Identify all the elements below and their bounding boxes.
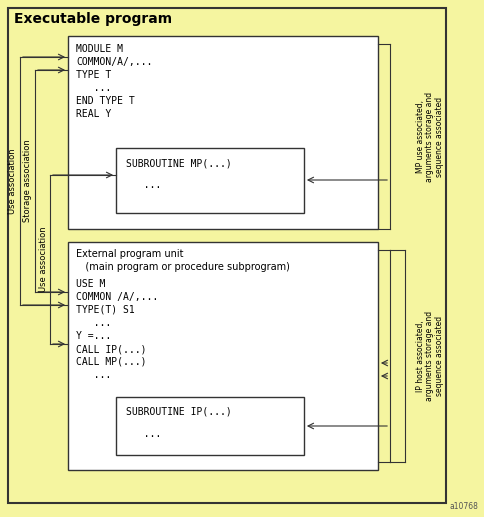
Text: ...: ...	[76, 83, 111, 93]
Text: arguments storage and: arguments storage and	[425, 311, 435, 401]
Text: COMMON/A/,...: COMMON/A/,...	[76, 57, 152, 67]
Text: SUBROUTINE IP(...): SUBROUTINE IP(...)	[126, 407, 232, 417]
Bar	[116, 148, 304, 213]
Text: sequence associated: sequence associated	[436, 97, 444, 177]
Text: REAL Y: REAL Y	[76, 109, 111, 119]
Text: TYPE(T) S1: TYPE(T) S1	[76, 305, 135, 315]
Text: ...: ...	[126, 180, 161, 190]
Text: Use association: Use association	[39, 226, 47, 292]
Text: END TYPE T: END TYPE T	[76, 96, 135, 106]
Text: Y =...: Y =...	[76, 331, 111, 341]
Text: Storage association: Storage association	[24, 140, 32, 222]
Text: a10768: a10768	[449, 502, 478, 511]
Text: ...: ...	[76, 318, 111, 328]
Bar	[68, 242, 378, 470]
Text: Executable program: Executable program	[14, 12, 172, 26]
Text: External program unit: External program unit	[76, 249, 183, 259]
Text: CALL MP(...): CALL MP(...)	[76, 357, 147, 367]
Text: CALL IP(...): CALL IP(...)	[76, 344, 147, 354]
Text: ...: ...	[76, 370, 111, 380]
Bar	[116, 397, 304, 455]
Text: arguments storage and: arguments storage and	[425, 92, 435, 181]
Text: MODULE M: MODULE M	[76, 44, 123, 54]
Text: COMMON /A/,...: COMMON /A/,...	[76, 292, 158, 302]
Text: ...: ...	[126, 429, 161, 439]
Text: USE M: USE M	[76, 279, 106, 289]
Text: TYPE T: TYPE T	[76, 70, 111, 80]
Text: IP host associated,: IP host associated,	[415, 320, 424, 392]
Text: sequence associated: sequence associated	[436, 316, 444, 396]
Text: SUBROUTINE MP(...): SUBROUTINE MP(...)	[126, 158, 232, 168]
Text: Use association: Use association	[9, 148, 17, 214]
Text: MP use associated,: MP use associated,	[415, 100, 424, 173]
Bar	[68, 36, 378, 229]
Text: (main program or procedure subprogram): (main program or procedure subprogram)	[76, 262, 290, 272]
